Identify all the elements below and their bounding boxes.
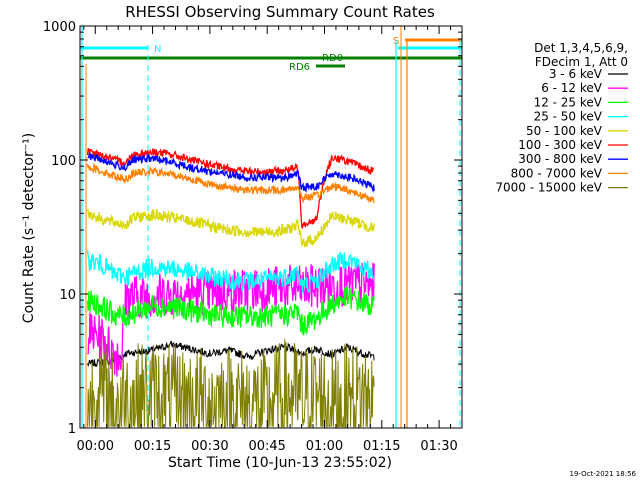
legend-entry-label: 300 - 800 keV: [518, 152, 602, 166]
legend-header-line: Det 1,3,4,5,6,9,: [534, 41, 628, 55]
observing-flag-bars: NSRD0RD6: [80, 36, 462, 73]
legend-entry-label: 800 - 7000 keV: [511, 166, 603, 180]
legend-entry-label: 7000 - 15000 keV: [495, 181, 602, 195]
legend: Det 1,3,4,5,6,9,FDecim 1, Att 03 - 6 keV…: [495, 41, 628, 195]
series-line-1: [87, 260, 375, 377]
y-tick-label: 10: [59, 288, 76, 303]
legend-entry-label: 50 - 100 keV: [526, 124, 603, 138]
chart-title: RHESSI Observing Summary Count Rates: [125, 3, 435, 21]
legend-entry-label: 25 - 50 keV: [534, 110, 603, 124]
x-tick-label: 01:15: [363, 439, 400, 454]
series-line-7: [86, 162, 375, 204]
series-line-3: [86, 250, 375, 293]
saa-label: N: [154, 44, 161, 55]
x-tick-label: 00:15: [134, 439, 171, 454]
x-tick-label: 00:30: [191, 439, 228, 454]
series-line-0: [87, 340, 375, 368]
y-tick-label: 1: [68, 422, 76, 437]
rd0-label: RD0: [322, 53, 343, 64]
series-line-8: [87, 338, 375, 429]
y-axis-label: Count Rate (s⁻¹ detector⁻¹): [21, 133, 37, 323]
y-tick-label: 1000: [43, 20, 76, 35]
x-tick-label: 00:00: [77, 439, 114, 454]
y-tick-label: 100: [51, 154, 76, 169]
x-axis-label: Start Time (10-Jun-13 23:55:02): [168, 455, 392, 471]
series-line-2: [86, 286, 375, 336]
x-tick-label: 00:45: [248, 439, 285, 454]
legend-entry-label: 6 - 12 keV: [541, 81, 603, 95]
plot-frame: [79, 25, 463, 429]
x-tick-label: 01:00: [306, 439, 343, 454]
plot-area: [81, 26, 463, 429]
legend-entry-label: 100 - 300 keV: [518, 138, 602, 152]
generation-timestamp: 19-Oct-2021 18:56: [570, 470, 637, 478]
x-tick-label: 01:30: [420, 439, 457, 454]
axes: 1 10 100 1000 00:00 00:15 00:30 00:45 01:00 01:15…: [43, 20, 463, 454]
series-line-6: [87, 152, 375, 193]
legend-entry-label: 12 - 25 keV: [534, 95, 603, 109]
series-line-4: [86, 208, 375, 248]
rd6-label: RD6: [289, 62, 310, 73]
legend-entry-label: 3 - 6 keV: [549, 67, 603, 81]
legend-header-line: FDecim 1, Att 0: [535, 55, 628, 69]
